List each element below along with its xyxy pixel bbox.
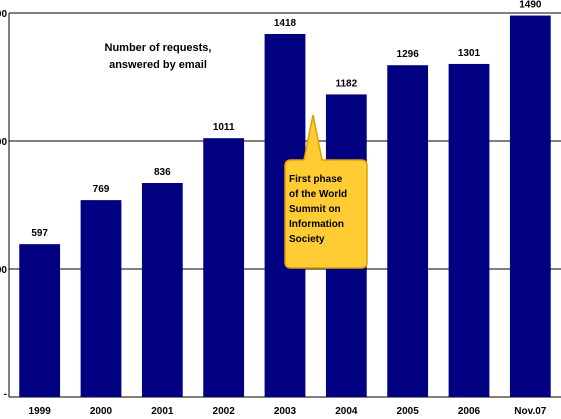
data-label-2005: 1296 [397,49,420,60]
data-label-2006: 1301 [458,48,481,59]
x-tick-label-2001: 2001 [151,406,174,417]
data-label-2002: 1011 [213,122,235,133]
x-tick-label-1999: 1999 [29,406,52,417]
bars [19,15,551,398]
x-tick-label-2000: 2000 [90,406,113,417]
data-label-2004: 1182 [335,78,357,89]
callout-line-1: First phase [289,174,343,185]
callout-line-2: of the World [289,189,347,200]
data-label-Nov.07: 1490 [519,0,542,11]
data-labels: 597 769 836 1011 1418 1182 1296 1301 1490 [31,0,542,239]
callout-line-5: Society [289,234,325,245]
x-tick-label-2003: 2003 [274,406,297,417]
chart-annotation-line-2: answered by email [109,59,207,71]
y-tick-label-0: - [4,389,7,400]
data-label-1999: 597 [31,228,48,239]
bar-2005 [387,65,429,397]
callout-line-4: Information [289,219,344,230]
data-label-2001: 836 [154,167,171,178]
callout-bubble [284,114,368,269]
bar-Nov.07 [509,15,551,398]
bar-2001 [141,182,183,397]
data-label-2003: 1418 [274,18,297,29]
x-axis-tick-labels: 1999 2000 2001 2002 2003 2004 2005 2006 Nov.07 [29,406,547,417]
y-axis-ticks: - 500 1'000 1'500 [0,9,7,400]
x-tick-label-Nov.07: Nov.07 [514,406,546,417]
callout-line-3: Summit on [289,204,341,215]
x-tick-label-2004: 2004 [335,406,358,417]
y-tick-label-1500: 1'500 [0,9,7,20]
bar-2006 [448,63,490,397]
x-tick-label-2005: 2005 [397,406,420,417]
x-tick-label-2006: 2006 [458,406,481,417]
data-label-2000: 769 [93,184,110,195]
y-tick-label-500: 500 [0,265,7,276]
bar-2000 [80,200,122,397]
bar-1999 [19,244,61,397]
bar-2002 [203,138,245,397]
callout: First phase of the World Summit on Infor… [284,114,368,269]
y-tick-label-1000: 1'000 [0,137,7,148]
chart-annotation-line-1: Number of requests, [105,42,212,54]
x-tick-label-2002: 2002 [213,406,236,417]
